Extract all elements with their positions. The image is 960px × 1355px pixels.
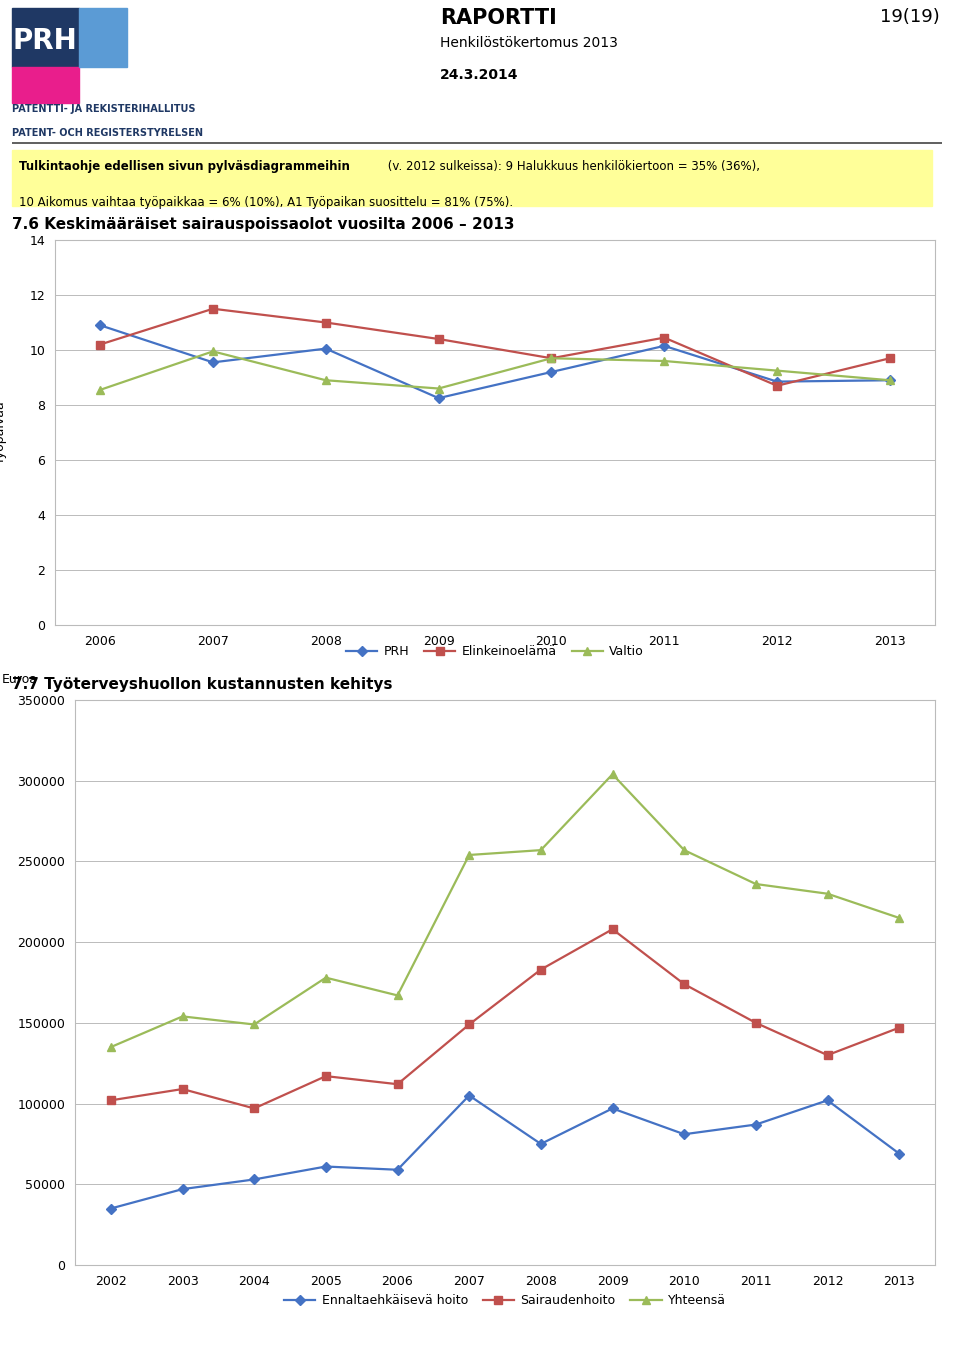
Line: Elinkeinoelämä: Elinkeinoelämä: [96, 305, 894, 390]
Line: Yhteensä: Yhteensä: [107, 771, 903, 1051]
Sairaudenhoito: [464, 1016, 475, 1033]
Yhteensä: [464, 847, 475, 863]
Sairaudenhoito: [177, 1081, 188, 1098]
Yhteensä: [392, 988, 403, 1004]
Bar: [12, 66, 79, 103]
Text: 10 Aikomus vaihtaa työpaikkaa = 6% (10%), A1 Työpaikan suosittelu = 81% (75%).: 10 Aikomus vaihtaa työpaikkaa = 6% (10%)…: [19, 196, 514, 209]
Line: Sairaudenhoito: Sairaudenhoito: [107, 925, 903, 1112]
PRH: [545, 364, 557, 381]
Yhteensä: [750, 875, 761, 892]
Ennaltaehkäisevä hoito: [177, 1182, 188, 1198]
Valtio: [771, 363, 782, 379]
Elinkeinoelämä: [771, 378, 782, 394]
PRH: [94, 317, 106, 333]
Ennaltaehkäisevä hoito: [392, 1161, 403, 1177]
Valtio: [207, 343, 219, 359]
Elinkeinoelämä: [545, 350, 557, 366]
Yhteensä: [679, 841, 690, 858]
Bar: [12, 8, 79, 66]
Yhteensä: [894, 909, 905, 925]
Ennaltaehkäisevä hoito: [535, 1135, 546, 1152]
Ennaltaehkäisevä hoito: [894, 1145, 905, 1161]
Valtio: [545, 350, 557, 366]
Text: Euroa: Euroa: [2, 673, 37, 686]
PRH: [433, 390, 444, 406]
PRH: [771, 374, 782, 390]
Text: PATENT- OCH REGISTERSTYRELSEN: PATENT- OCH REGISTERSTYRELSEN: [12, 127, 203, 138]
Elinkeinoelämä: [884, 350, 896, 366]
Text: 7.7 Työterveyshuollon kustannusten kehitys: 7.7 Työterveyshuollon kustannusten kehit…: [12, 676, 393, 691]
Sairaudenhoito: [822, 1047, 833, 1064]
Sairaudenhoito: [535, 962, 546, 978]
Yhteensä: [177, 1008, 188, 1024]
Sairaudenhoito: [392, 1076, 403, 1092]
Elinkeinoelämä: [659, 329, 670, 346]
Sairaudenhoito: [679, 976, 690, 992]
Sairaudenhoito: [894, 1019, 905, 1035]
Elinkeinoelämä: [207, 301, 219, 317]
Text: 7.6 Keskimääräiset sairauspoissaolot vuosilta 2006 – 2013: 7.6 Keskimääräiset sairauspoissaolot vuo…: [12, 217, 515, 232]
Line: PRH: PRH: [96, 321, 894, 402]
Text: (v. 2012 sulkeissa): 9 Halukkuus henkilökiertoon = 35% (36%),: (v. 2012 sulkeissa): 9 Halukkuus henkilö…: [384, 160, 759, 173]
Ennaltaehkäisevä hoito: [464, 1087, 475, 1103]
Elinkeinoelämä: [320, 314, 331, 331]
Text: PRH: PRH: [13, 27, 78, 56]
Ennaltaehkäisevä hoito: [750, 1117, 761, 1133]
Ennaltaehkäisevä hoito: [822, 1092, 833, 1108]
Y-axis label: Työpäivää: Työpäivää: [0, 401, 7, 463]
Sairaudenhoito: [320, 1068, 331, 1084]
PRH: [884, 373, 896, 389]
Sairaudenhoito: [249, 1100, 260, 1117]
Valtio: [433, 381, 444, 397]
Yhteensä: [607, 766, 618, 782]
Ennaltaehkäisevä hoito: [320, 1159, 331, 1175]
Legend: PRH, Elinkeinoelämä, Valtio: PRH, Elinkeinoelämä, Valtio: [341, 640, 649, 663]
Valtio: [320, 373, 331, 389]
Line: Valtio: Valtio: [96, 347, 894, 394]
Valtio: [94, 382, 106, 398]
PRH: [320, 340, 331, 356]
Sairaudenhoito: [750, 1015, 761, 1031]
PRH: [659, 337, 670, 354]
Ennaltaehkäisevä hoito: [679, 1126, 690, 1142]
Sairaudenhoito: [105, 1092, 116, 1108]
Valtio: [659, 352, 670, 369]
Text: RAPORTTI: RAPORTTI: [440, 8, 557, 28]
Text: Tulkintaohje edellisen sivun pylväsdiagrammeihin: Tulkintaohje edellisen sivun pylväsdiagr…: [19, 160, 350, 173]
Ennaltaehkäisevä hoito: [105, 1201, 116, 1217]
Text: PATENTTI- JA REKISTERIHALLITUS: PATENTTI- JA REKISTERIHALLITUS: [12, 104, 196, 114]
Yhteensä: [320, 970, 331, 986]
Ennaltaehkäisevä hoito: [249, 1171, 260, 1187]
Yhteensä: [105, 1039, 116, 1056]
Text: Henkilöstökertomus 2013: Henkilöstökertomus 2013: [440, 37, 618, 50]
Legend: Ennaltaehkäisevä hoito, Sairaudenhoito, Yhteensä: Ennaltaehkäisevä hoito, Sairaudenhoito, …: [279, 1290, 731, 1313]
Elinkeinoelämä: [433, 331, 444, 347]
Yhteensä: [249, 1016, 260, 1033]
Text: 24.3.2014: 24.3.2014: [440, 68, 518, 83]
Sairaudenhoito: [607, 921, 618, 938]
Valtio: [884, 373, 896, 389]
Yhteensä: [535, 841, 546, 858]
Ennaltaehkäisevä hoito: [607, 1100, 618, 1117]
Elinkeinoelämä: [94, 336, 106, 352]
PRH: [207, 354, 219, 370]
Bar: [79, 8, 127, 66]
Text: 19(19): 19(19): [880, 8, 940, 26]
Line: Ennaltaehkäisevä hoito: Ennaltaehkäisevä hoito: [107, 1092, 903, 1213]
Yhteensä: [822, 886, 833, 902]
